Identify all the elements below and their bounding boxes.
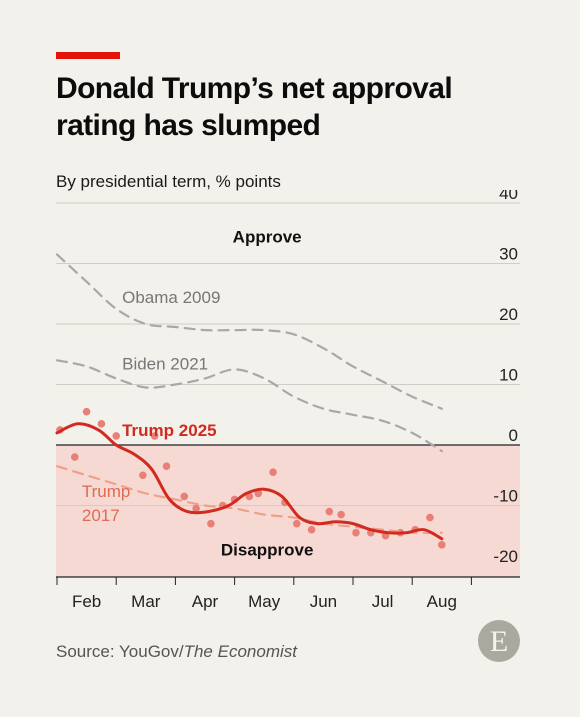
x-tick-label: Feb — [72, 592, 101, 611]
source-publication: The Economist — [183, 642, 297, 661]
trump-2025-point — [337, 510, 345, 519]
x-tick-label: Jun — [310, 592, 337, 611]
accent-bar — [56, 52, 120, 59]
trump-2025-point — [97, 420, 106, 428]
trump-2025-point — [292, 519, 301, 528]
chart: 40 30 20 10 0 -10 -20 Feb Mar Apr May Jun Jul Aug Appr… — [55, 190, 520, 611]
series-line-obama-2009 — [55, 253, 443, 410]
series-line-trump-2025 — [55, 422, 444, 541]
series-label-obama-2009: Obama 2009 — [122, 288, 220, 307]
x-tick-label: Jul — [372, 592, 394, 611]
trump-2025-point — [192, 504, 200, 513]
y-tick-label: 30 — [499, 245, 518, 264]
trump-2025-point — [207, 519, 215, 528]
chart-title: Donald Trump’s net approval rating has s… — [56, 72, 453, 142]
trump-2025-point — [162, 462, 171, 470]
series-line-biden-2021 — [55, 359, 443, 453]
y-tick-label: 20 — [499, 305, 518, 324]
y-tick-label: -20 — [493, 547, 518, 566]
trump-2025-point — [254, 489, 263, 498]
economist-logo: E — [478, 620, 520, 662]
trump-2025-point — [82, 407, 91, 416]
x-tick-label: Apr — [192, 592, 219, 611]
trump-2025-point — [352, 528, 360, 537]
trump-2025-point — [269, 468, 277, 477]
trump-2025-point — [426, 513, 434, 522]
trump-2025-point — [438, 541, 446, 549]
x-tick-label: Aug — [427, 592, 457, 611]
trump-2025-point — [325, 507, 334, 516]
source-prefix: Source: YouGov/ — [56, 642, 184, 661]
y-tick-label: 10 — [499, 366, 518, 385]
trump-2025-point — [307, 525, 316, 534]
source-note: Source: YouGov/The Economist — [56, 642, 297, 662]
y-tick-label: -10 — [493, 487, 518, 506]
y-tick-label: 40 — [499, 190, 518, 203]
series-line-trump-2017 — [55, 465, 443, 535]
trump-2025-point — [150, 432, 159, 440]
series-label-trump-2017: Trump 2017 — [82, 482, 131, 525]
x-tick-label: May — [248, 592, 281, 611]
approve-label: Approve — [233, 227, 302, 246]
chart-subtitle: By presidential term, % points — [56, 172, 281, 191]
trump-2025-point — [180, 492, 189, 501]
trump-2025-point — [139, 471, 147, 480]
trump-2025-point — [70, 453, 79, 461]
disapprove-band — [56, 445, 520, 577]
y-tick-label: 0 — [509, 426, 518, 445]
series-label-biden-2021: Biden 2021 — [122, 354, 208, 373]
disapprove-label: Disapprove — [221, 541, 314, 560]
series-label-trump-2025: Trump 2025 — [122, 421, 216, 440]
x-tick-label: Mar — [131, 592, 161, 611]
trump-2025-point — [112, 432, 120, 440]
